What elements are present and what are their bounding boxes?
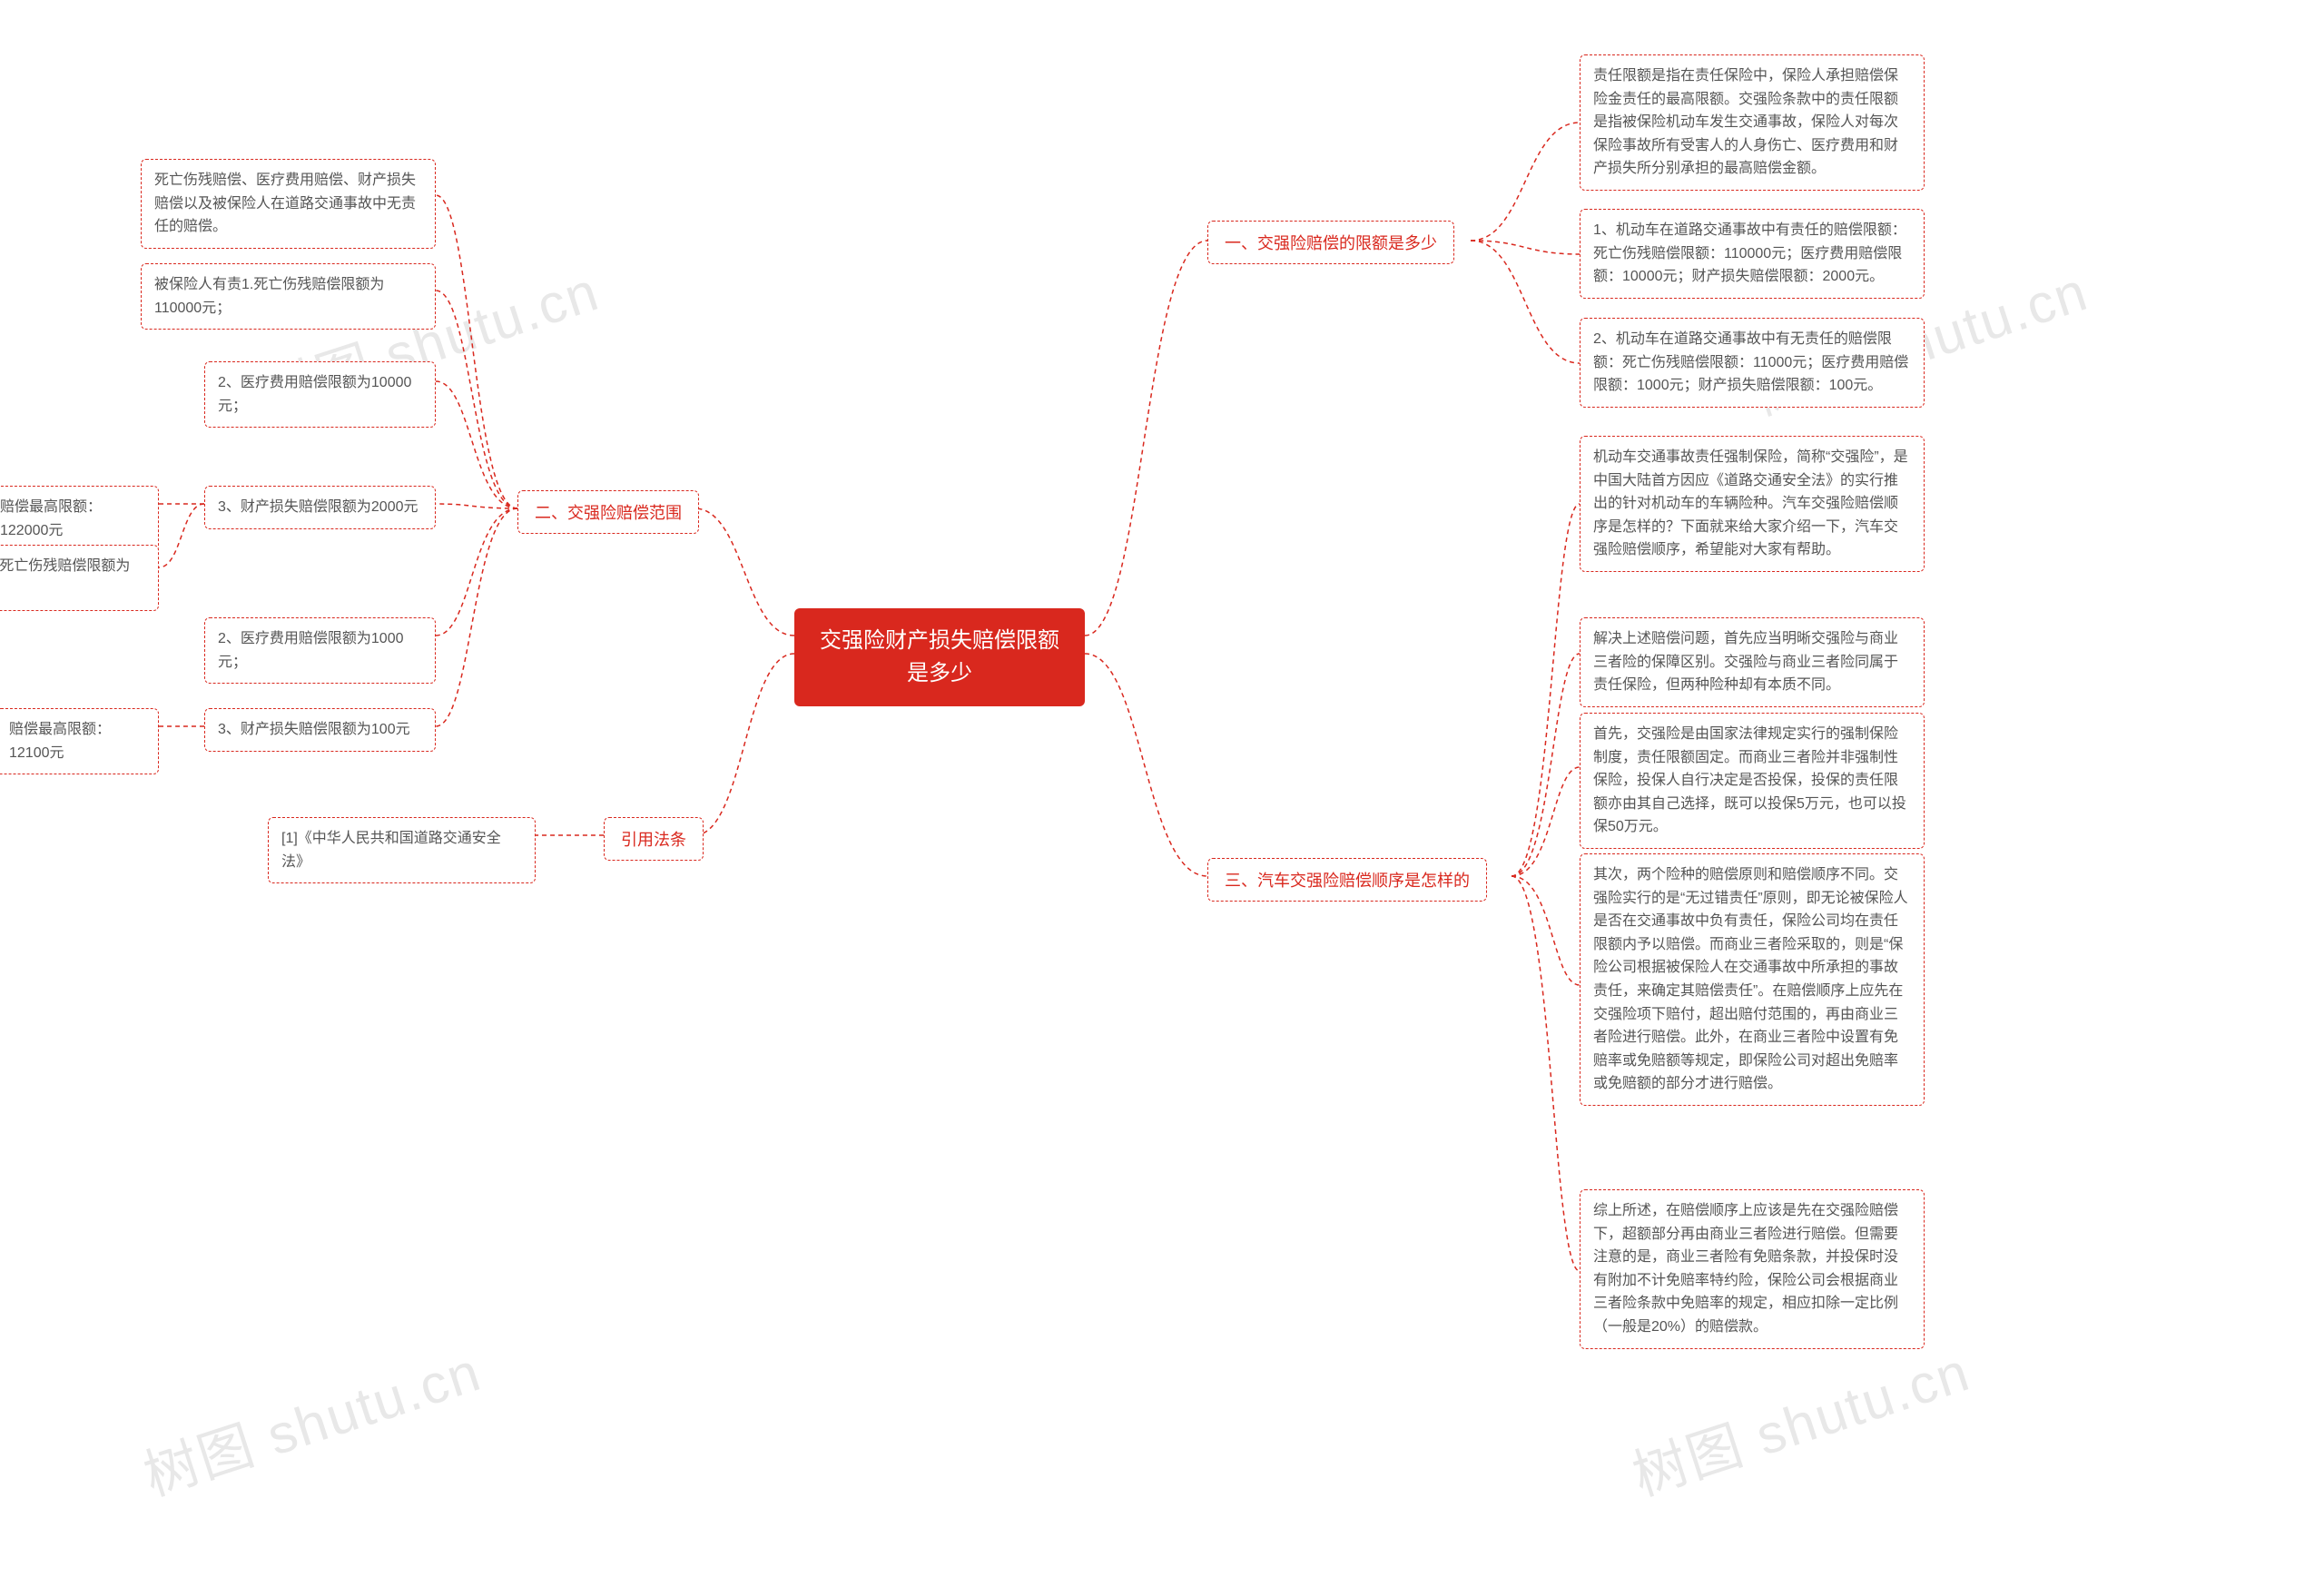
leaf-text: 2、医疗费用赔偿限额为1000元； (218, 631, 404, 670)
leaf: 2、医疗费用赔偿限额为10000元； (204, 361, 436, 428)
center-title-line2: 是多少 (907, 661, 972, 685)
branch-label: 引用法条 (621, 831, 686, 849)
branch-label: 二、交强险赔偿范围 (535, 504, 682, 522)
leaf-text: [1]《中华人民共和国道路交通安全法》 (281, 831, 501, 870)
leaf-text: 1、机动车在道路交通事故中有责任的赔偿限额：死亡伤残赔偿限额：110000元；医… (1593, 222, 1906, 284)
leaf: 3、财产损失赔偿限额为2000元 (204, 486, 436, 529)
leaf: 首先，交强险是由国家法律规定实行的强制保险制度，责任限额固定。而商业三者险并非强… (1580, 713, 1925, 849)
watermark: 树图 shutu.cn (1621, 1328, 1979, 1512)
branch-right-1: 一、交强险赔偿的限额是多少 (1207, 221, 1454, 264)
leaf: 1、机动车在道路交通事故中有责任的赔偿限额：死亡伤残赔偿限额：110000元；医… (1580, 209, 1925, 299)
branch-right-3: 三、汽车交强险赔偿顺序是怎样的 (1207, 858, 1487, 902)
watermark: 树图 shutu.cn (133, 1328, 490, 1512)
leaf-text: 责任限额是指在责任保险中，保险人承担赔偿保险金责任的最高限额。交强险条款中的责任… (1593, 68, 1898, 176)
leaf: 2、医疗费用赔偿限额为1000元； (204, 617, 436, 684)
leaf: 死亡伤残赔偿、医疗费用赔偿、财产损失赔偿以及被保险人在道路交通事故中无责任的赔偿… (141, 159, 436, 249)
center-node: 交强险财产损失赔偿限额 是多少 (794, 608, 1085, 706)
leaf: 2、机动车在道路交通事故中有无责任的赔偿限额：死亡伤残赔偿限额：11000元；医… (1580, 318, 1925, 408)
leaf-text: 被保险人有责1.死亡伤残赔偿限额为110000元； (154, 277, 384, 316)
leaf-text: 2、医疗费用赔偿限额为10000元； (218, 375, 411, 414)
leaf: 被保险人有责1.死亡伤残赔偿限额为110000元； (141, 263, 436, 330)
leaf-text: 死亡伤残赔偿、医疗费用赔偿、财产损失赔偿以及被保险人在道路交通事故中无责任的赔偿… (154, 172, 416, 234)
branch-left-cite: 引用法条 (604, 817, 704, 861)
leaf: 3、财产损失赔偿限额为100元 (204, 708, 436, 752)
leaf-text: 解决上述赔偿问题，首先应当明晰交强险与商业三者险的保障区别。交强险与商业三者险同… (1593, 631, 1898, 693)
leaf-text: 机动车交通事故责任强制保险，简称“交强险”，是中国大陆首方因应《道路交通安全法》… (1593, 449, 1908, 557)
leaf: 机动车交通事故责任强制保险，简称“交强险”，是中国大陆首方因应《道路交通安全法》… (1580, 436, 1925, 572)
leaf-text: 3、财产损失赔偿限额为2000元 (218, 499, 419, 515)
leaf-text: 3、财产损失赔偿限额为100元 (218, 722, 410, 737)
branch-label: 三、汽车交强险赔偿顺序是怎样的 (1225, 872, 1470, 890)
leaf: 解决上述赔偿问题，首先应当明晰交强险与商业三者险的保障区别。交强险与商业三者险同… (1580, 617, 1925, 707)
branch-label: 一、交强险赔偿的限额是多少 (1225, 234, 1437, 252)
leaf-text: 2、机动车在道路交通事故中有无责任的赔偿限额：死亡伤残赔偿限额：11000元；医… (1593, 331, 1908, 393)
leaf-text: 赔偿最高限额：12100元 (9, 722, 111, 761)
leaf-text: 综上所述，在赔偿顺序上应该是先在交强险赔偿下，超额部分再由商业三者险进行赔偿。但… (1593, 1203, 1898, 1335)
leaf: 责任限额是指在责任保险中，保险人承担赔偿保险金责任的最高限额。交强险条款中的责任… (1580, 54, 1925, 191)
leaf-sub: 赔偿最高限额：12100元 (0, 708, 159, 774)
leaf: 综上所述，在赔偿顺序上应该是先在交强险赔偿下，超额部分再由商业三者险进行赔偿。但… (1580, 1189, 1925, 1349)
leaf-sub: 被保险人无责1.死亡伤残赔偿限额为11000元； (0, 545, 159, 611)
leaf-text: 被保险人无责1.死亡伤残赔偿限额为11000元； (0, 558, 130, 597)
leaf-text: 赔偿最高限额：122000元 (0, 499, 102, 538)
center-title-line1: 交强险财产损失赔偿限额 (820, 628, 1059, 653)
leaf-text: 其次，两个险种的赔偿原则和赔偿顺序不同。交强险实行的是“无过错责任”原则，即无论… (1593, 867, 1908, 1091)
leaf-sub: 赔偿最高限额：122000元 (0, 486, 159, 552)
leaf: [1]《中华人民共和国道路交通安全法》 (268, 817, 536, 883)
leaf: 其次，两个险种的赔偿原则和赔偿顺序不同。交强险实行的是“无过错责任”原则，即无论… (1580, 853, 1925, 1106)
branch-left-2: 二、交强险赔偿范围 (517, 490, 699, 534)
leaf-text: 首先，交强险是由国家法律规定实行的强制保险制度，责任限额固定。而商业三者险并非强… (1593, 726, 1906, 834)
